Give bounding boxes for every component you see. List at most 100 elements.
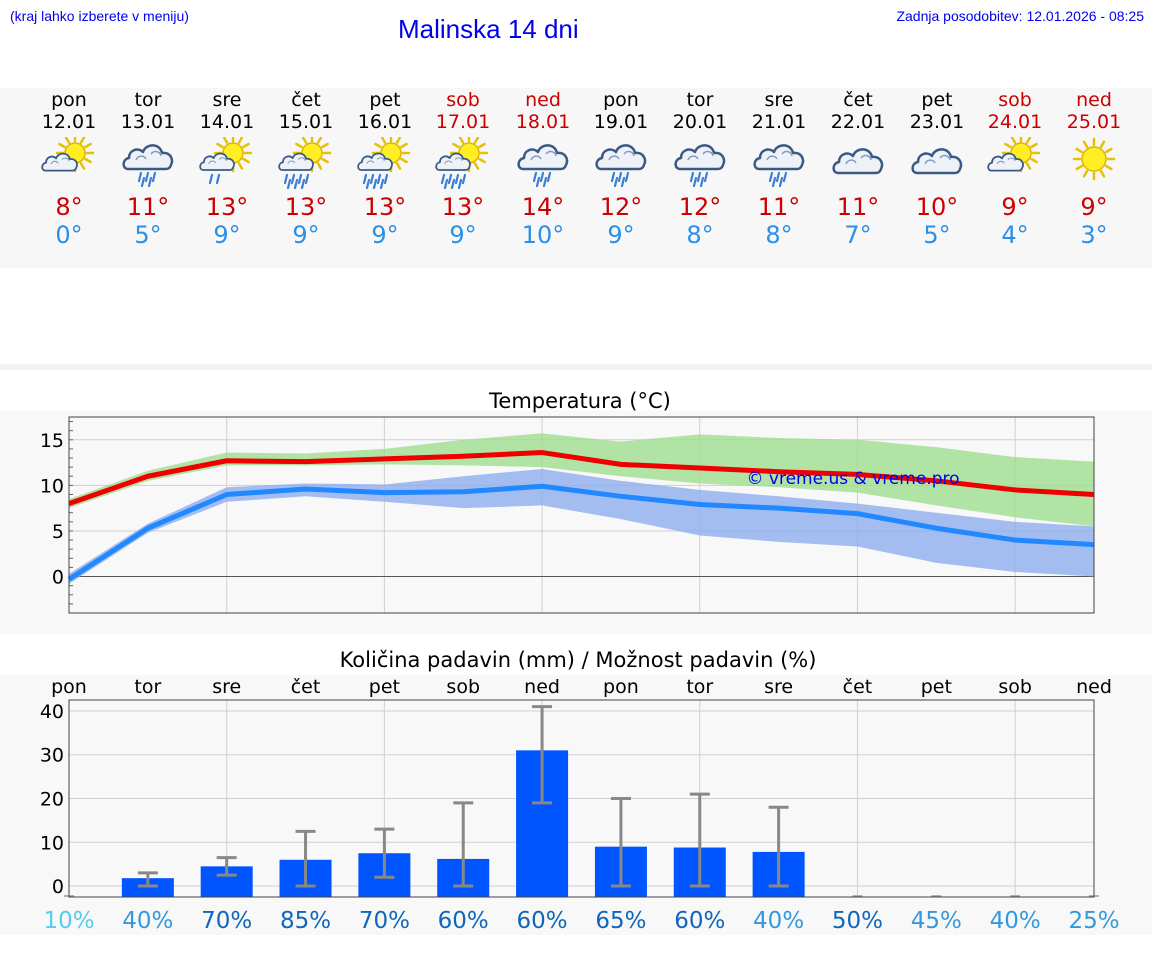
sun-ray	[400, 157, 408, 164]
cloud-detail	[50, 157, 70, 165]
precip-probability: 40%	[122, 908, 173, 934]
min-temp: 9°	[607, 221, 635, 249]
cloud-outline	[753, 144, 805, 171]
cloud-shape	[911, 148, 963, 175]
plot-frame	[68, 699, 1095, 898]
sun-ray	[84, 142, 92, 149]
day-date: 20.01	[672, 111, 728, 133]
rain-drops	[532, 171, 552, 188]
min-temp: 8°	[765, 221, 793, 249]
y-tick-label: 10	[40, 832, 64, 854]
sun-ray	[1075, 164, 1084, 171]
precip-probability: 70%	[201, 908, 252, 934]
x-tick-label: sob	[998, 676, 1032, 698]
day-column: sre 21.01 11° 8°	[739, 89, 819, 249]
day-date: 22.01	[830, 111, 886, 133]
day-name: ned	[1076, 89, 1112, 111]
x-tick-label: ned	[1076, 676, 1112, 698]
sun-ray	[395, 162, 402, 170]
cloud-outline	[278, 152, 314, 171]
y-tick-label: 20	[40, 789, 64, 811]
x-tick-label: čet	[843, 676, 873, 698]
sun-ray	[473, 137, 480, 144]
rain-drop	[379, 178, 385, 189]
cloud-outline	[122, 144, 174, 171]
min-temp: 8°	[686, 221, 714, 249]
rain-drop	[293, 178, 299, 189]
rain-drop	[703, 171, 709, 183]
y-tick-label: 15	[40, 430, 64, 452]
x-tick-label: pet	[369, 676, 400, 698]
cloud-shape	[357, 152, 393, 171]
rain-drop	[768, 171, 774, 183]
min-temp: 4°	[1001, 221, 1029, 249]
day-column: sob 17.01 13° 9°	[423, 89, 503, 249]
cloud-outline	[41, 152, 78, 172]
sun-ray	[216, 142, 224, 149]
rain-drop	[372, 178, 378, 189]
y-tick-label: 5	[52, 521, 64, 543]
day-column: tor 13.01 11° 5°	[108, 89, 188, 249]
cloud-rain-icon	[674, 144, 726, 188]
error-bar	[532, 705, 553, 805]
sun-ray	[478, 157, 486, 164]
x-tick-label: ned	[524, 676, 560, 698]
error-bar	[768, 805, 789, 888]
max-temp: 8°	[55, 193, 83, 221]
day-column: pet 23.01 10° 5°	[897, 89, 977, 249]
sun-ray	[237, 137, 244, 144]
rain-drop	[782, 171, 788, 183]
day-date: 23.01	[909, 111, 965, 133]
day-column: ned 18.01 14° 10°	[503, 89, 583, 249]
cloud-shape	[753, 144, 805, 171]
sun-ray	[458, 137, 465, 144]
x-tick-label: čet	[291, 676, 321, 698]
cloud-outline	[987, 152, 1024, 172]
partly-cloudy-icon	[987, 137, 1041, 173]
rain-drop	[454, 173, 460, 185]
day-name: tor	[134, 89, 162, 111]
error-bar	[374, 827, 395, 879]
rain-drop	[613, 176, 619, 188]
day-name: čet	[843, 89, 873, 111]
rain-drop	[542, 176, 548, 188]
rain-drop	[457, 178, 463, 189]
cloud-shape	[278, 152, 314, 171]
sun-ray	[321, 142, 329, 149]
cloud-outline	[911, 148, 963, 175]
rain-drops	[362, 173, 389, 189]
rain-drop	[290, 173, 296, 185]
day-date: 24.01	[987, 111, 1043, 133]
max-temp: 13°	[284, 193, 328, 221]
rain-drop	[532, 171, 538, 183]
rain-drop	[775, 171, 781, 183]
cloud-shape	[674, 144, 726, 171]
y-tick-label: 10	[40, 475, 64, 497]
day-name: sre	[212, 89, 242, 111]
day-column: sre 14.01 13° 9°	[187, 89, 267, 249]
sun-ray	[222, 137, 229, 144]
day-name: pet	[921, 89, 953, 111]
min-temp: 10°	[521, 221, 565, 249]
precip-probability: 60%	[674, 908, 725, 934]
cloud-detail	[687, 150, 714, 161]
temperature-chart: Temperatura (°C) 0 5 10 15 © vreme.us & vreme…	[0, 389, 1152, 634]
forecast-band	[0, 88, 1152, 268]
sun-ray	[380, 137, 387, 144]
cloud-shape	[199, 152, 235, 171]
watermark: © vreme.us & vreme.pro	[746, 469, 959, 489]
rain-drop	[365, 178, 371, 189]
rain-drop	[617, 171, 623, 183]
sun-cloud-rain-icon	[199, 137, 253, 185]
cloud-detail	[366, 157, 385, 164]
sun-ray	[395, 137, 402, 144]
day-date: 15.01	[278, 111, 334, 133]
rain-drop	[362, 173, 368, 185]
rain-drop	[461, 173, 467, 185]
min-temp: 9°	[292, 221, 320, 249]
precip-probability: 40%	[753, 908, 804, 934]
chart-title: Temperatura (°C)	[488, 389, 671, 413]
cloud-detail	[287, 157, 306, 164]
sun-ray	[473, 162, 480, 170]
rain-drop	[620, 176, 626, 188]
